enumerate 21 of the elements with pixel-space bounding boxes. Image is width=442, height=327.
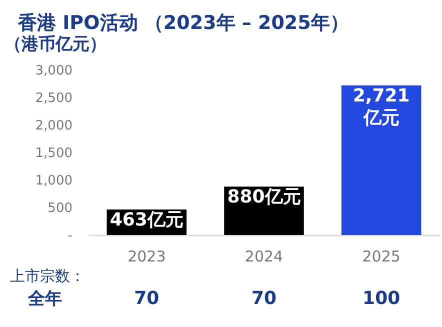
y-tick-label: 1,500 (35, 146, 72, 161)
x-tick-label: 2025 (362, 248, 400, 266)
text: 上市宗数： (10, 267, 85, 285)
data-label: 880亿元 (227, 186, 301, 208)
y-tick-label: 2,000 (35, 118, 72, 134)
y-tick-label: - (68, 228, 73, 244)
data-label: 2,721亿元 (352, 85, 410, 128)
y-tick-label: 500 (48, 201, 72, 216)
text: 全年 (27, 289, 62, 309)
y-axis-title: （港币亿元） (4, 34, 106, 54)
bar (341, 85, 422, 235)
y-tick-label: 3,000 (35, 64, 72, 78)
x-tick-label: 2024 (244, 248, 284, 266)
chart-title: 香港 IPO活动 （2023年 – 2025年） (17, 12, 349, 34)
x-tick-label: 2023 (128, 248, 166, 266)
y-tick-label: 2,500 (35, 91, 72, 106)
y-tick-label: 1,000 (35, 174, 72, 188)
text: 70 (134, 288, 160, 309)
text: 70 (251, 288, 277, 309)
text: 100 (362, 288, 400, 309)
data-label: 463亿元 (110, 210, 184, 231)
